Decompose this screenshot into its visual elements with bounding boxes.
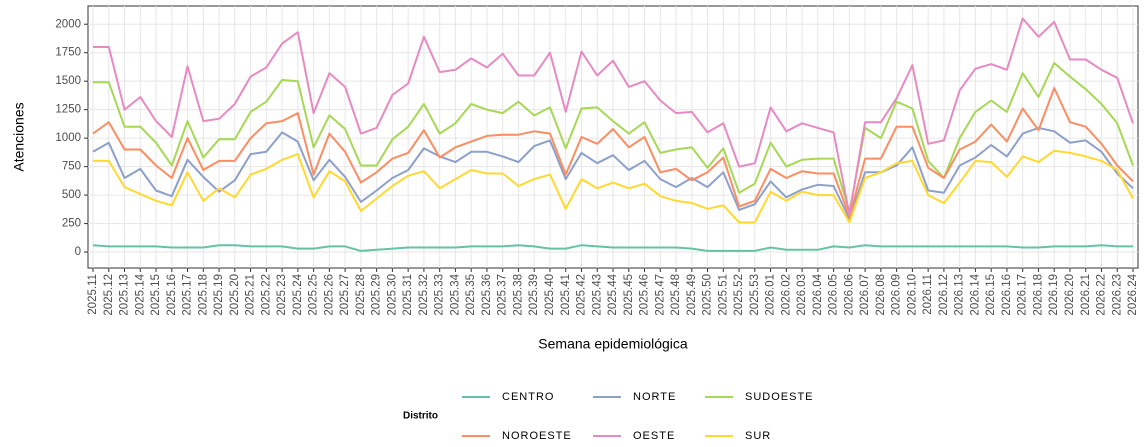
y-tick-label: 250 (62, 218, 81, 230)
x-tick-label: 2025.17 (182, 274, 194, 316)
x-tick-label: 2025.43 (591, 274, 603, 316)
x-tick-label: 2025.44 (607, 273, 619, 315)
x-tick-label: 2025.40 (544, 274, 556, 316)
x-tick-label: 2026.20 (1064, 274, 1076, 316)
legend-label: SUDOESTE (745, 391, 814, 403)
x-tick-label: 2026.07 (859, 274, 871, 316)
series-line (92, 87, 1134, 218)
x-tick-label: 2025.41 (560, 274, 572, 316)
y-tick-label: 1500 (55, 75, 81, 87)
x-tick-label: 2025.27 (339, 274, 351, 316)
y-tick-label: 0 (75, 246, 81, 258)
x-tick-label: 2026.15 (985, 274, 997, 316)
series-line (93, 17, 1134, 216)
series-line (92, 244, 1133, 252)
y-tick-label: 1250 (55, 104, 81, 116)
x-tick-label: 2025.19 (213, 274, 225, 316)
x-tick-label: 2026.13 (954, 274, 966, 316)
legend-label: OESTE (633, 430, 675, 442)
x-tick-label: 2025.28 (355, 274, 367, 316)
y-tick-label: 1750 (55, 47, 81, 59)
x-tick-label: 2025.42 (576, 274, 588, 316)
x-tick-label: 2026.01 (765, 274, 777, 316)
series-line (93, 149, 1134, 224)
x-tick-label: 2025.21 (245, 274, 257, 316)
x-tick-label: 2026.09 (891, 274, 903, 316)
x-tick-label: 2026.17 (1017, 274, 1029, 316)
legend-label: SUR (745, 430, 771, 442)
x-tick-label: 2026.02 (780, 274, 792, 316)
x-tick-label: 2026.06 (843, 274, 855, 316)
x-tick-label: 2025.13 (119, 274, 131, 316)
x-tick-label: 2025.45 (623, 274, 635, 316)
x-tick-label: 2025.32 (418, 274, 430, 316)
x-tick-label: 2026.24 (1127, 273, 1139, 315)
x-tick-label: 2025.30 (386, 274, 398, 316)
x-tick-label: 2025.50 (702, 274, 714, 316)
x-tick-label: 2025.51 (717, 274, 729, 316)
x-tick-label: 2026.23 (1111, 274, 1123, 316)
x-tick-label: 2025.18 (197, 274, 209, 316)
y-axis-title: Atenciones (11, 102, 27, 171)
x-tick-label: 2025.31 (402, 274, 414, 316)
legend-label: NORTE (633, 391, 676, 403)
x-tick-label: 2026.14 (969, 273, 981, 315)
x-tick-label: 2025.35 (465, 274, 477, 316)
x-axis-title: Semana epidemiológica (538, 336, 688, 352)
x-tick-label: 2025.38 (512, 274, 524, 316)
x-tick-label: 2025.48 (670, 274, 682, 316)
x-tick-label: 2026.16 (1001, 274, 1013, 316)
x-tick-label: 2026.18 (1032, 274, 1044, 316)
x-tick-label: 2026.19 (1048, 274, 1060, 316)
y-tick-label: 750 (62, 161, 81, 173)
x-tick-label: 2025.26 (323, 274, 335, 316)
legend-label: NOROESTE (502, 430, 572, 442)
x-tick-label: 2026.08 (875, 274, 887, 316)
x-tick-label: 2026.05 (828, 274, 840, 316)
x-tick-label: 2025.52 (733, 274, 745, 316)
series-line (93, 62, 1134, 214)
x-tick-label: 2025.14 (134, 273, 146, 315)
y-tick-label: 1000 (55, 132, 81, 144)
x-tick-label: 2025.36 (481, 274, 493, 316)
x-tick-label: 2025.34 (449, 273, 461, 315)
x-tick-label: 2025.47 (654, 274, 666, 316)
legend-title: Distrito (403, 411, 438, 422)
x-tick-label: 2026.22 (1096, 274, 1108, 316)
legend-label: CENTRO (502, 391, 554, 403)
x-tick-label: 2025.39 (528, 274, 540, 316)
x-tick-label: 2025.49 (686, 274, 698, 316)
x-tick-label: 2026.04 (812, 273, 824, 315)
x-tick-label: 2026.21 (1080, 274, 1092, 316)
x-tick-label: 2025.29 (371, 274, 383, 316)
x-tick-label: 2025.33 (434, 274, 446, 316)
x-tick-label: 2026.11 (922, 274, 934, 315)
x-tick-label: 2025.23 (276, 274, 288, 316)
x-tick-label: 2026.12 (938, 274, 950, 316)
x-tick-label: 2026.03 (796, 274, 808, 316)
x-tick-label: 2025.53 (749, 274, 761, 316)
x-tick-label: 2025.46 (639, 274, 651, 316)
series-line (92, 126, 1134, 220)
x-tick-label: 2025.24 (292, 273, 304, 315)
x-tick-label: 2025.20 (229, 274, 241, 316)
y-tick-label: 2000 (55, 18, 81, 30)
y-tick-label: 500 (62, 189, 81, 201)
x-tick-label: 2025.15 (150, 274, 162, 316)
x-tick-label: 2025.25 (308, 274, 320, 316)
x-tick-label: 2025.16 (166, 274, 178, 316)
x-tick-label: 2025.11 (87, 274, 99, 315)
x-tick-label: 2025.37 (497, 274, 509, 316)
x-tick-label: 2025.12 (103, 274, 115, 316)
x-tick-label: 2025.22 (260, 274, 272, 316)
x-tick-label: 2026.10 (906, 274, 918, 316)
